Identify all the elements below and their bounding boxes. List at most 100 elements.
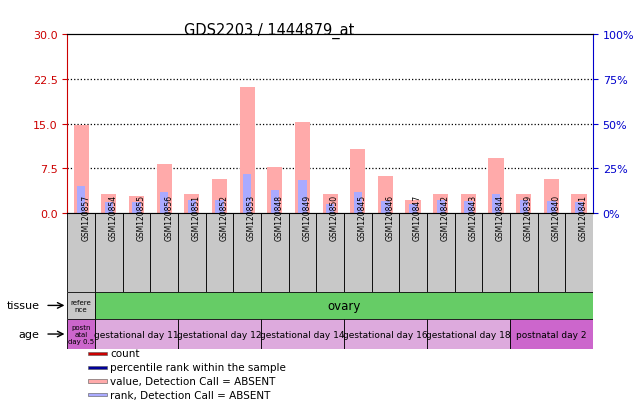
Bar: [350, 150, 365, 214]
Bar: [516, 195, 531, 214]
Bar: [295, 123, 310, 214]
Bar: [267, 167, 283, 214]
Bar: [482, 214, 510, 292]
Text: GSM120839: GSM120839: [524, 195, 533, 240]
Bar: [150, 214, 178, 292]
Bar: [344, 214, 372, 292]
Bar: [510, 214, 538, 292]
Text: GSM120841: GSM120841: [579, 195, 588, 240]
Bar: [88, 352, 107, 355]
Text: GSM120843: GSM120843: [469, 195, 478, 240]
Bar: [184, 195, 199, 214]
Bar: [354, 193, 362, 214]
Text: gestational day 16: gestational day 16: [343, 330, 428, 339]
Bar: [344, 319, 427, 349]
Bar: [538, 214, 565, 292]
Bar: [95, 214, 122, 292]
Text: rank, Detection Call = ABSENT: rank, Detection Call = ABSENT: [110, 390, 271, 400]
Bar: [322, 195, 338, 214]
Bar: [160, 193, 169, 214]
Bar: [88, 380, 107, 382]
Bar: [378, 177, 393, 214]
Bar: [544, 179, 559, 214]
Text: gestational day 14: gestational day 14: [260, 330, 345, 339]
Bar: [129, 197, 144, 214]
Bar: [243, 175, 251, 214]
Bar: [433, 195, 449, 214]
Bar: [372, 214, 399, 292]
Bar: [565, 214, 593, 292]
Text: gestational day 11: gestational day 11: [94, 330, 179, 339]
Text: GSM120849: GSM120849: [303, 195, 312, 240]
Bar: [233, 214, 261, 292]
Text: GSM120848: GSM120848: [275, 195, 284, 240]
Bar: [122, 214, 150, 292]
Bar: [212, 179, 227, 214]
Text: gestational day 18: gestational day 18: [426, 330, 511, 339]
Bar: [492, 195, 500, 214]
Bar: [520, 200, 528, 214]
Text: value, Detection Call = ABSENT: value, Detection Call = ABSENT: [110, 376, 276, 386]
Text: ovary: ovary: [328, 299, 361, 312]
Text: refere
nce: refere nce: [71, 299, 92, 312]
Bar: [156, 165, 172, 214]
Text: GSM120846: GSM120846: [385, 195, 394, 240]
Bar: [488, 159, 504, 214]
Bar: [88, 394, 107, 396]
Bar: [547, 202, 556, 214]
Bar: [399, 214, 427, 292]
Text: postnatal day 2: postnatal day 2: [516, 330, 587, 339]
Bar: [188, 200, 196, 214]
Text: GSM120844: GSM120844: [496, 195, 505, 240]
Text: tissue: tissue: [6, 301, 40, 311]
Bar: [67, 319, 95, 349]
Bar: [178, 214, 206, 292]
Bar: [206, 214, 233, 292]
Text: age: age: [19, 329, 40, 339]
Bar: [104, 203, 113, 214]
Bar: [240, 88, 254, 214]
Bar: [437, 200, 445, 214]
Bar: [510, 319, 593, 349]
Bar: [381, 202, 390, 214]
Bar: [95, 319, 178, 349]
Bar: [298, 181, 306, 214]
Text: GSM120850: GSM120850: [330, 195, 339, 240]
Bar: [288, 214, 316, 292]
Bar: [271, 191, 279, 214]
Text: GSM120852: GSM120852: [219, 195, 228, 240]
Bar: [427, 319, 510, 349]
Text: GSM120840: GSM120840: [551, 195, 560, 240]
Bar: [74, 126, 88, 214]
Bar: [427, 214, 454, 292]
Bar: [261, 214, 288, 292]
Bar: [461, 195, 476, 214]
Text: GSM120854: GSM120854: [109, 195, 118, 240]
Bar: [215, 200, 224, 214]
Text: count: count: [110, 348, 140, 358]
Text: GSM120856: GSM120856: [164, 195, 173, 240]
Bar: [261, 319, 344, 349]
Text: GSM120845: GSM120845: [358, 195, 367, 240]
Bar: [316, 214, 344, 292]
Bar: [67, 292, 95, 319]
Text: GSM120851: GSM120851: [192, 195, 201, 240]
Bar: [77, 187, 85, 214]
Bar: [572, 195, 587, 214]
Bar: [178, 319, 261, 349]
Text: GSM120857: GSM120857: [81, 195, 90, 240]
Bar: [575, 203, 583, 214]
Bar: [88, 366, 107, 369]
Bar: [464, 202, 472, 214]
Text: GSM120855: GSM120855: [137, 195, 146, 240]
Text: gestational day 12: gestational day 12: [177, 330, 262, 339]
Bar: [406, 200, 420, 214]
Text: GSM120847: GSM120847: [413, 195, 422, 240]
Text: GSM120853: GSM120853: [247, 195, 256, 240]
Bar: [67, 214, 95, 292]
Text: percentile rank within the sample: percentile rank within the sample: [110, 362, 287, 372]
Text: GSM120842: GSM120842: [441, 195, 450, 240]
Bar: [326, 205, 335, 214]
Text: GDS2203 / 1444879_at: GDS2203 / 1444879_at: [184, 23, 354, 39]
Text: postn
atal
day 0.5: postn atal day 0.5: [68, 324, 94, 344]
